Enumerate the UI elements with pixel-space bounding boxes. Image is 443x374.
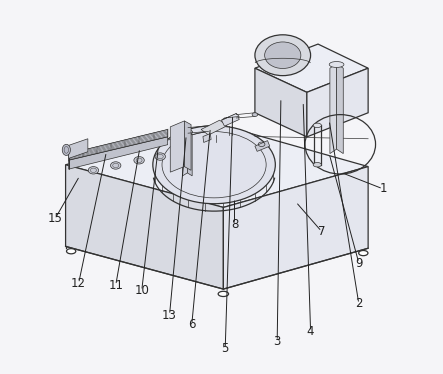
Text: 9: 9 bbox=[355, 257, 363, 270]
Ellipse shape bbox=[153, 126, 276, 204]
Polygon shape bbox=[69, 129, 167, 160]
Ellipse shape bbox=[313, 123, 321, 128]
Text: 5: 5 bbox=[222, 342, 229, 355]
Polygon shape bbox=[255, 68, 307, 137]
Text: 6: 6 bbox=[188, 318, 195, 331]
Polygon shape bbox=[66, 126, 368, 208]
Ellipse shape bbox=[218, 291, 229, 297]
Ellipse shape bbox=[255, 35, 311, 76]
Ellipse shape bbox=[62, 144, 70, 156]
Polygon shape bbox=[69, 139, 88, 159]
Ellipse shape bbox=[313, 162, 321, 167]
Ellipse shape bbox=[252, 113, 258, 116]
Text: 13: 13 bbox=[162, 309, 177, 322]
Polygon shape bbox=[307, 68, 368, 137]
Text: 7: 7 bbox=[318, 225, 326, 238]
Polygon shape bbox=[187, 132, 192, 176]
Polygon shape bbox=[184, 121, 191, 170]
Text: 8: 8 bbox=[231, 218, 238, 231]
Ellipse shape bbox=[329, 62, 344, 67]
Text: 3: 3 bbox=[273, 335, 281, 347]
Ellipse shape bbox=[134, 157, 144, 164]
Text: 4: 4 bbox=[307, 325, 315, 338]
Polygon shape bbox=[255, 44, 368, 92]
Ellipse shape bbox=[66, 249, 76, 254]
Polygon shape bbox=[223, 166, 368, 289]
Polygon shape bbox=[69, 137, 167, 169]
Ellipse shape bbox=[182, 130, 193, 134]
Text: 2: 2 bbox=[355, 297, 363, 310]
Polygon shape bbox=[222, 113, 239, 126]
Polygon shape bbox=[255, 141, 270, 151]
Text: 10: 10 bbox=[134, 285, 149, 297]
Text: 1: 1 bbox=[379, 183, 387, 195]
Polygon shape bbox=[337, 64, 343, 154]
Polygon shape bbox=[201, 120, 227, 135]
Text: 11: 11 bbox=[108, 279, 123, 292]
Ellipse shape bbox=[264, 42, 301, 68]
Polygon shape bbox=[66, 165, 223, 289]
Polygon shape bbox=[222, 113, 239, 120]
Ellipse shape bbox=[359, 251, 368, 256]
Polygon shape bbox=[170, 121, 184, 172]
Text: 12: 12 bbox=[71, 277, 86, 290]
Polygon shape bbox=[330, 64, 337, 154]
Ellipse shape bbox=[88, 166, 99, 174]
Text: 15: 15 bbox=[48, 212, 62, 225]
Polygon shape bbox=[203, 134, 211, 142]
Ellipse shape bbox=[155, 153, 165, 160]
Ellipse shape bbox=[110, 162, 121, 169]
Polygon shape bbox=[183, 132, 187, 176]
